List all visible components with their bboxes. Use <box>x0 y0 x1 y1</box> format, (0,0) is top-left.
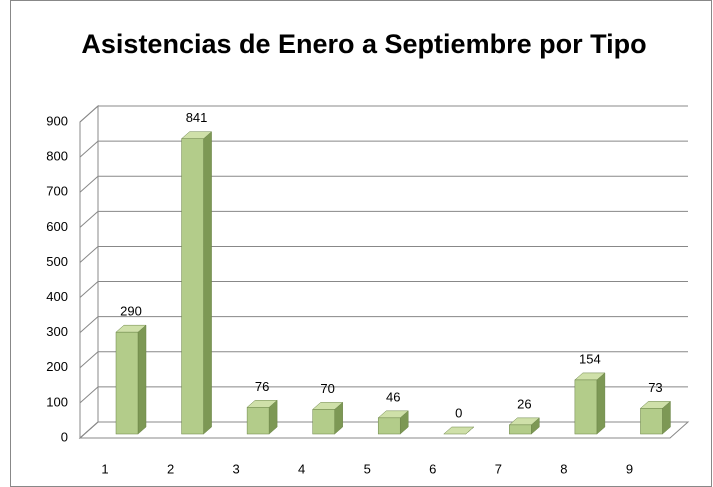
bar <box>509 424 532 435</box>
chart-frame <box>10 0 712 487</box>
bar <box>312 409 335 435</box>
value-label: 70 <box>320 381 334 396</box>
x-tick-label: 2 <box>167 461 174 476</box>
y-tick-label: 200 <box>46 359 68 374</box>
y-tick-label: 800 <box>46 149 68 164</box>
y-tick-label: 300 <box>46 324 68 339</box>
bar <box>640 408 663 435</box>
grid-line <box>79 281 688 298</box>
grid-line <box>79 386 688 404</box>
grid-line <box>79 210 688 228</box>
value-label: 290 <box>120 304 142 319</box>
grid-line <box>79 316 688 334</box>
chart-title: Asistencias de Enero a Septiembre por Ti… <box>81 29 646 59</box>
grid-line <box>79 140 688 158</box>
y-tick-label: 400 <box>46 289 68 304</box>
bar <box>115 331 139 435</box>
grid-line <box>79 105 688 123</box>
x-tick-label: 8 <box>560 461 567 476</box>
bar-top <box>443 426 475 435</box>
y-tick-label: 700 <box>46 184 68 199</box>
bar <box>574 379 598 435</box>
value-label: 154 <box>579 351 601 366</box>
x-tick-label: 3 <box>232 461 239 476</box>
bar-side <box>203 131 212 435</box>
x-tick-label: 6 <box>429 461 436 476</box>
x-tick-label: 9 <box>626 461 633 476</box>
bar <box>377 417 401 435</box>
value-label: 76 <box>255 379 269 394</box>
grid-line <box>79 351 688 369</box>
y-tick-label: 900 <box>46 113 68 128</box>
value-label: 0 <box>455 405 462 420</box>
value-label: 841 <box>186 110 208 125</box>
x-tick-label: 7 <box>495 461 502 476</box>
bar-side <box>137 324 147 435</box>
x-tick-label: 1 <box>101 461 108 476</box>
x-tick-label: 4 <box>298 461 305 476</box>
value-label: 73 <box>648 380 662 395</box>
bar <box>246 407 270 435</box>
grid-line <box>79 175 688 193</box>
value-label: 26 <box>517 396 531 411</box>
y-tick-label: 0 <box>61 429 68 444</box>
floor <box>78 421 690 439</box>
y-tick-label: 600 <box>46 219 68 234</box>
bar-side <box>596 372 606 435</box>
grid-line <box>79 245 688 263</box>
y-tick-label: 500 <box>46 254 68 269</box>
x-tick-label: 5 <box>364 461 371 476</box>
bar <box>181 138 204 435</box>
value-label: 46 <box>386 389 400 404</box>
y-tick-label: 100 <box>46 394 68 409</box>
